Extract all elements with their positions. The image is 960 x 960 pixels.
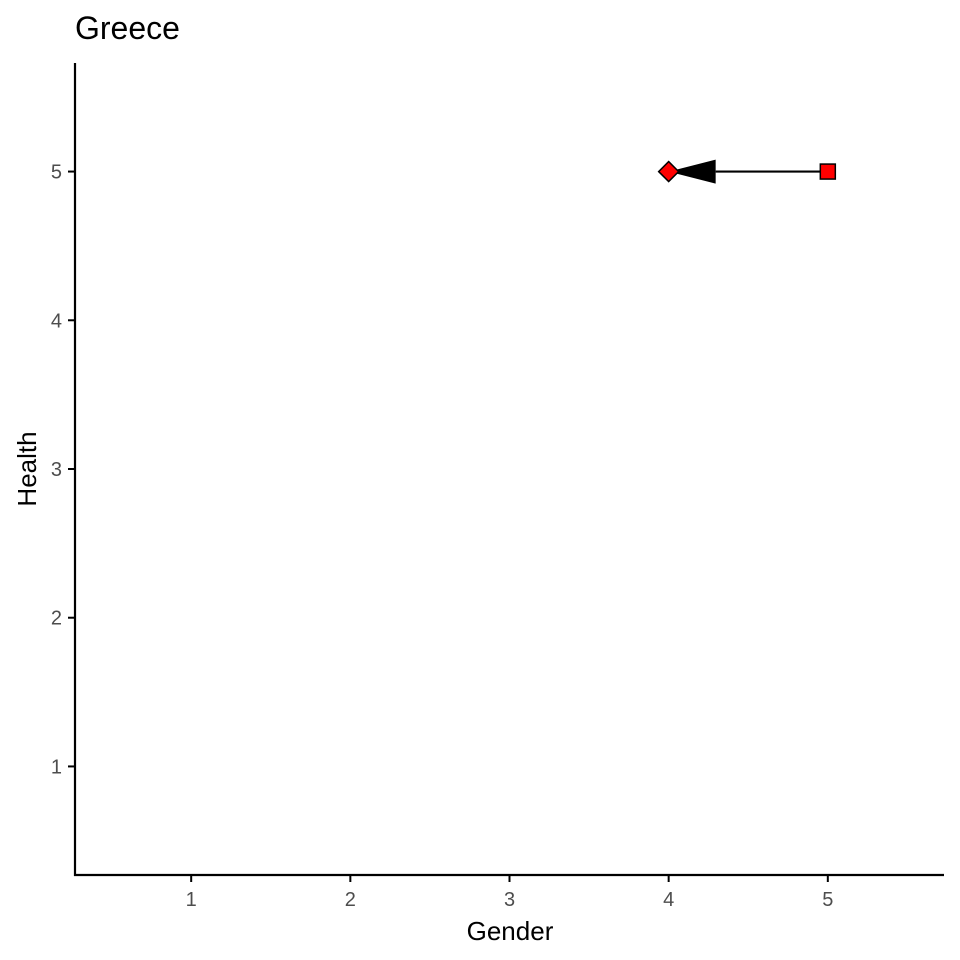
y-axis-title: Health — [12, 431, 42, 506]
x-axis-title: Gender — [467, 916, 554, 946]
diamond-point — [657, 160, 680, 183]
chart-title: Greece — [75, 10, 180, 46]
y-axis-ticks: 1 2 3 4 5 — [51, 162, 75, 778]
x-tick-label: 2 — [345, 889, 356, 911]
y-tick-label: 3 — [51, 459, 62, 481]
x-tick-label: 3 — [504, 889, 515, 911]
x-tick-label: 1 — [186, 889, 197, 911]
x-tick-label: 4 — [663, 889, 674, 911]
y-tick-label: 1 — [51, 756, 62, 778]
x-axis-ticks: 1 2 3 4 5 — [186, 875, 833, 911]
plot-marks — [657, 159, 837, 184]
y-tick-label: 4 — [51, 310, 62, 332]
x-tick-label: 5 — [822, 889, 833, 911]
square-point — [819, 163, 837, 180]
y-tick-label: 5 — [51, 162, 62, 184]
y-tick-label: 2 — [51, 608, 62, 630]
arrow-head — [668, 159, 716, 184]
